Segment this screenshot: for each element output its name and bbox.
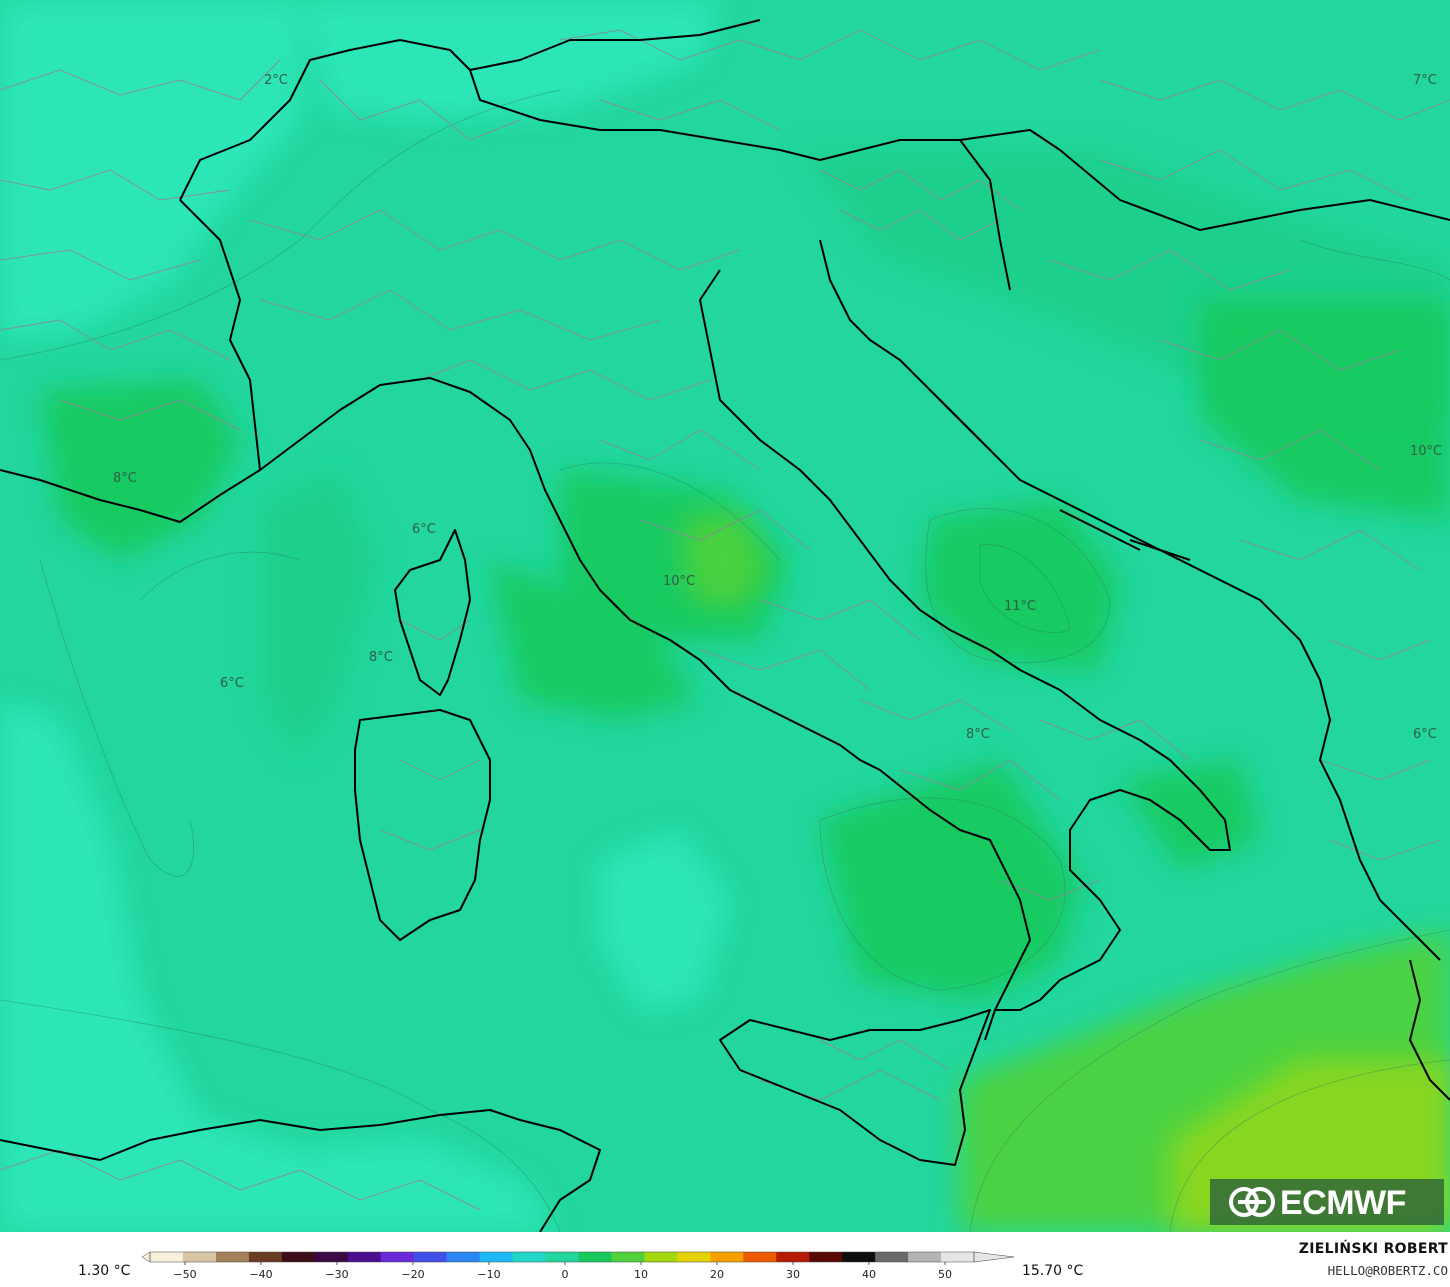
color-scale-swatch bbox=[842, 1252, 876, 1262]
color-scale-swatch bbox=[941, 1252, 975, 1262]
isotherm-lines bbox=[0, 89, 1450, 1232]
color-scale-tick-label: −10 bbox=[477, 1268, 500, 1281]
color-scale-swatch bbox=[446, 1252, 481, 1262]
color-scale-swatch bbox=[215, 1252, 250, 1262]
legend-max-value: 15.70 °C bbox=[1022, 1263, 1084, 1279]
contour-label: 2°C bbox=[264, 73, 288, 88]
contour-label: 6°C bbox=[1413, 727, 1437, 742]
color-scale-swatch bbox=[875, 1252, 909, 1262]
contour-label: 10°C bbox=[1410, 444, 1442, 459]
contour-label: 11°C bbox=[1004, 599, 1036, 614]
color-scale-swatch bbox=[314, 1252, 349, 1262]
contour-label: 8°C bbox=[369, 650, 393, 665]
contour-label: 10°C bbox=[663, 574, 695, 589]
author-email: HELLO@ROBERTZ.CO bbox=[1327, 1263, 1448, 1278]
color-scale-swatch bbox=[479, 1252, 514, 1262]
legend-footer: 1.30 °C −50 −40 −30 −20 −10 0 10 20 30 40 50 15.70… bbox=[0, 1232, 1450, 1287]
color-scale-swatch bbox=[281, 1252, 316, 1262]
ecmwf-logo-icon bbox=[1229, 1187, 1275, 1217]
ecmwf-logo-text: ECMWF bbox=[1280, 1184, 1406, 1222]
admin-borders bbox=[0, 29, 1450, 1211]
color-scale-tick-label: −30 bbox=[325, 1268, 348, 1281]
color-scale-tick-label: 10 bbox=[634, 1268, 648, 1281]
color-scale-outline bbox=[149, 1251, 975, 1263]
contour-labels: 2°C 7°C 8°C 6°C 10°C 11°C 8°C 6°C 8°C 10… bbox=[113, 73, 1442, 742]
color-scale-tick-label: 0 bbox=[562, 1268, 569, 1281]
color-scale-swatch bbox=[380, 1252, 415, 1262]
color-scale-swatch bbox=[677, 1252, 711, 1262]
color-scale-swatch bbox=[545, 1252, 579, 1262]
color-scale-swatch bbox=[182, 1252, 217, 1262]
author-credit: ZIELIŃSKI ROBERT bbox=[1298, 1241, 1448, 1257]
color-scale-swatch bbox=[743, 1252, 777, 1262]
color-scale-swatch bbox=[710, 1252, 744, 1262]
color-scale-tick-label: −20 bbox=[401, 1268, 424, 1281]
color-scale-swatch bbox=[611, 1252, 645, 1262]
color-scale-tick-label: 50 bbox=[938, 1268, 952, 1281]
coastlines bbox=[0, 19, 1450, 1232]
color-scale-tick-label: −50 bbox=[173, 1268, 196, 1281]
contour-label: 6°C bbox=[412, 522, 436, 537]
color-scale-tick-label: −40 bbox=[249, 1268, 272, 1281]
contour-label: 6°C bbox=[220, 676, 244, 691]
color-scale-swatch bbox=[150, 1252, 184, 1262]
color-scale-tick-label: 20 bbox=[710, 1268, 724, 1281]
color-scale-swatch bbox=[578, 1252, 612, 1262]
color-scale-swatch bbox=[809, 1252, 843, 1262]
cool-field bbox=[0, 0, 730, 1232]
legend-min-value: 1.30 °C bbox=[78, 1263, 131, 1279]
contour-label: 7°C bbox=[1413, 73, 1437, 88]
color-scale-swatch bbox=[644, 1252, 678, 1262]
color-scale-tick-label: 40 bbox=[862, 1268, 876, 1281]
color-scale-min-arrow bbox=[142, 1251, 151, 1263]
color-scale-swatch bbox=[347, 1252, 382, 1262]
color-scale: −50 −40 −30 −20 −10 0 10 20 30 40 50 bbox=[142, 1251, 1015, 1281]
contour-label: 8°C bbox=[966, 727, 990, 742]
color-scale-swatch bbox=[413, 1252, 448, 1262]
temperature-map: 2°C 7°C 8°C 6°C 10°C 11°C 8°C 6°C 8°C 10… bbox=[0, 0, 1450, 1232]
color-scale-swatch bbox=[512, 1252, 547, 1262]
contour-label: 8°C bbox=[113, 471, 137, 486]
color-scale-swatch bbox=[776, 1252, 810, 1262]
color-scale-tick-label: 30 bbox=[786, 1268, 800, 1281]
color-scale-swatch bbox=[908, 1252, 942, 1262]
color-scale-swatch bbox=[248, 1252, 283, 1262]
color-scale-max-arrow bbox=[973, 1251, 1015, 1263]
